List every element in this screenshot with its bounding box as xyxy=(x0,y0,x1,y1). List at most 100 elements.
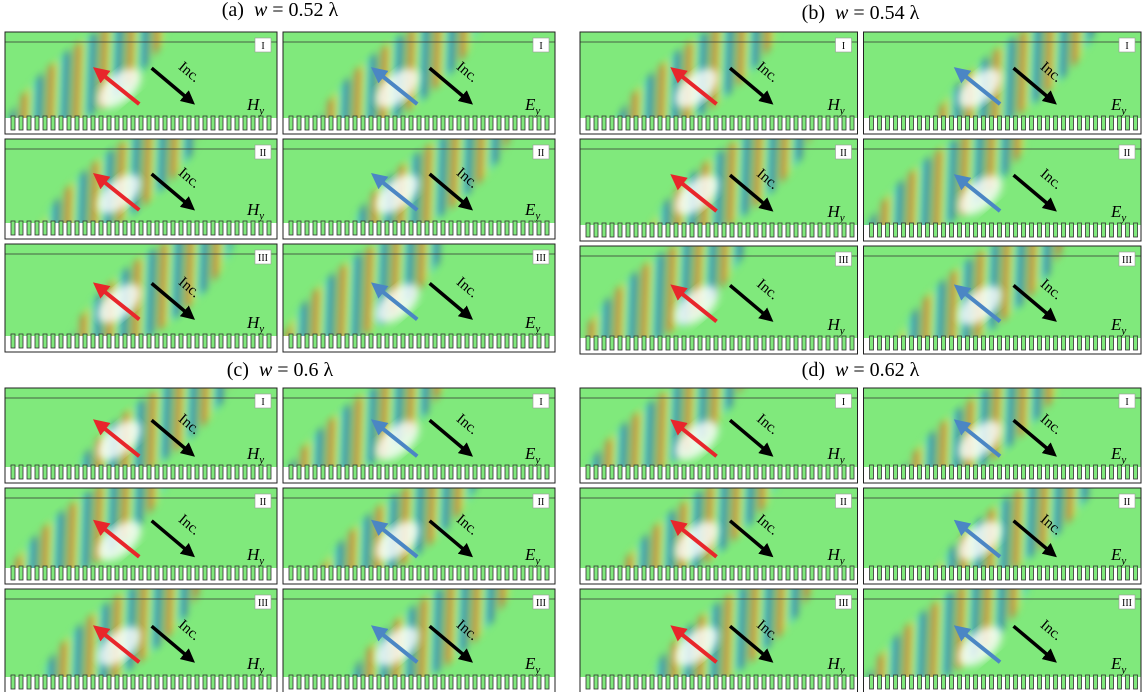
row-label: III xyxy=(839,255,849,266)
grating-tooth xyxy=(171,116,175,130)
grating-tooth xyxy=(267,465,271,479)
grating-tooth xyxy=(834,566,838,580)
grating-tooth xyxy=(1038,566,1042,580)
grating-tooth xyxy=(465,221,469,235)
grating-tooth xyxy=(313,566,317,580)
grating-tooth xyxy=(187,675,191,689)
grating-tooth xyxy=(433,221,437,235)
grating-tooth xyxy=(826,465,830,479)
grating-tooth xyxy=(878,116,882,130)
grating-tooth xyxy=(345,116,349,130)
grating-tooth xyxy=(179,334,183,348)
grating-tooth xyxy=(770,116,774,130)
grating-tooth xyxy=(714,116,718,130)
grating-tooth xyxy=(746,566,750,580)
grating-tooth xyxy=(966,675,970,689)
field-subscript: y xyxy=(839,664,845,676)
grating-tooth xyxy=(722,566,726,580)
grating-tooth xyxy=(289,465,293,479)
grating-tooth xyxy=(794,223,798,237)
field-subscript: y xyxy=(534,454,540,466)
grating-tooth xyxy=(99,465,103,479)
row-label: III xyxy=(536,598,546,609)
grating-tooth xyxy=(958,566,962,580)
row-label: II xyxy=(1124,497,1131,508)
field-symbol: E xyxy=(524,313,536,332)
grating-tooth xyxy=(123,566,127,580)
panel-label: (c) xyxy=(227,359,249,381)
grating-tooth xyxy=(11,566,15,580)
grating-tooth xyxy=(43,334,47,348)
grating-tooth xyxy=(958,116,962,130)
grating-tooth xyxy=(690,675,694,689)
grating-tooth xyxy=(465,334,469,348)
grating-tooth xyxy=(730,465,734,479)
grating-tooth xyxy=(746,675,750,689)
grating-tooth xyxy=(179,465,183,479)
grating-tooth xyxy=(602,465,606,479)
grating-tooth xyxy=(826,336,830,350)
grating-tooth xyxy=(187,116,191,130)
grating-tooth xyxy=(131,221,135,235)
grating-tooth xyxy=(894,223,898,237)
field-subscript: y xyxy=(839,325,845,337)
grating-tooth xyxy=(810,223,814,237)
grating-tooth xyxy=(834,675,838,689)
grating-tooth xyxy=(259,334,263,348)
grating-tooth xyxy=(409,675,413,689)
grating-tooth xyxy=(449,465,453,479)
grating-tooth xyxy=(794,336,798,350)
grating-tooth xyxy=(918,116,922,130)
grating-tooth xyxy=(666,336,670,350)
field-subscript: y xyxy=(534,210,540,222)
grating-tooth xyxy=(425,675,429,689)
grating-tooth xyxy=(762,223,766,237)
grating-tooth xyxy=(990,336,994,350)
grating-tooth xyxy=(958,223,962,237)
grating-tooth xyxy=(187,334,191,348)
grating-tooth xyxy=(83,221,87,235)
grating-tooth xyxy=(894,566,898,580)
row-label: II xyxy=(538,497,545,508)
grating-tooth xyxy=(786,566,790,580)
page: (a)w= 0.52 λInc.IHyInc.IEyInc.IIHyInc.II… xyxy=(0,0,1146,692)
grating-tooth xyxy=(139,116,143,130)
grating-tooth xyxy=(385,116,389,130)
grating-tooth xyxy=(401,465,405,479)
grating-tooth xyxy=(1006,336,1010,350)
grating-tooth xyxy=(59,465,63,479)
grating-tooth xyxy=(139,465,143,479)
grating-tooth xyxy=(1070,116,1074,130)
grating-tooth xyxy=(966,566,970,580)
grating-tooth xyxy=(115,675,119,689)
grating-tooth xyxy=(473,465,477,479)
grating-tooth xyxy=(155,566,159,580)
grating-tooth xyxy=(998,336,1002,350)
grating-tooth xyxy=(966,223,970,237)
grating-tooth xyxy=(910,675,914,689)
grating-tooth xyxy=(497,675,501,689)
grating-tooth xyxy=(902,116,906,130)
grating-tooth xyxy=(235,221,239,235)
grating-tooth xyxy=(425,221,429,235)
grating-tooth xyxy=(537,221,541,235)
grating-tooth xyxy=(75,566,79,580)
grating-tooth xyxy=(457,566,461,580)
row-label: I xyxy=(842,397,845,408)
grating-tooth xyxy=(51,116,55,130)
row-label: I xyxy=(1125,41,1128,52)
grating-tooth xyxy=(195,675,199,689)
grating-tooth xyxy=(1118,566,1122,580)
grating-tooth xyxy=(810,675,814,689)
grating-tooth xyxy=(666,465,670,479)
grating-tooth xyxy=(35,675,39,689)
grating-tooth xyxy=(203,221,207,235)
grating-tooth xyxy=(195,221,199,235)
grating-tooth xyxy=(818,675,822,689)
grating-tooth xyxy=(594,223,598,237)
grating-tooth xyxy=(1078,465,1082,479)
grating-tooth xyxy=(305,221,309,235)
grating-tooth xyxy=(690,223,694,237)
grating-tooth xyxy=(738,223,742,237)
grating-tooth xyxy=(754,465,758,479)
